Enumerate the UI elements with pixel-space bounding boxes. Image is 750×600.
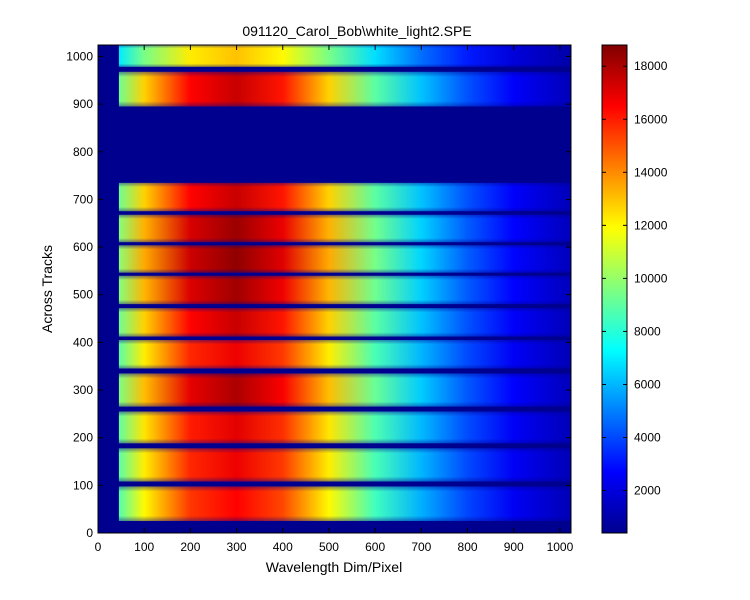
colorbar-tick-label: 16000 xyxy=(634,112,668,126)
chart-title: 091120_Carol_Bob\white_light2.SPE xyxy=(242,23,471,39)
y-tick-label: 300 xyxy=(73,383,93,397)
x-axis: 0 100 200 300 400 500 600 700 800 900 1000 xyxy=(95,45,574,554)
track-band xyxy=(118,214,571,243)
x-tick-label: 600 xyxy=(365,540,385,554)
colorbar-ticks: 2000 4000 6000 8000 10000 12000 14000 16000 1800… xyxy=(602,59,668,498)
colorbar-tick-label: 6000 xyxy=(634,377,661,391)
colorbar-tick-label: 18000 xyxy=(634,59,668,73)
track-band xyxy=(118,308,571,337)
y-tick-label: 0 xyxy=(86,526,93,540)
track-band xyxy=(118,448,571,482)
colorbar-frame xyxy=(601,44,628,534)
track-band xyxy=(118,45,571,67)
heatmap-plot xyxy=(97,44,572,534)
y-tick-label: 800 xyxy=(73,145,93,159)
colorbar: 2000 4000 6000 8000 10000 12000 14000 16000 1800… xyxy=(601,44,668,534)
x-tick-label: 400 xyxy=(273,540,293,554)
y-tick-label: 500 xyxy=(73,288,93,302)
y-tick-label: 600 xyxy=(73,240,93,254)
y-tick-label: 1000 xyxy=(66,49,93,63)
x-tick-label: 800 xyxy=(458,540,478,554)
y-tick-label: 900 xyxy=(73,97,93,111)
colorbar-tick-label: 14000 xyxy=(634,165,668,179)
colorbar-tick-label: 8000 xyxy=(634,324,661,338)
colorbar-tick-label: 2000 xyxy=(634,484,661,498)
x-tick-label: 200 xyxy=(180,540,200,554)
x-tick-label: 100 xyxy=(134,540,154,554)
x-tick-label: 500 xyxy=(319,540,339,554)
y-tick-label: 200 xyxy=(73,431,93,445)
colorbar-gradient xyxy=(602,45,627,533)
y-tick-label: 700 xyxy=(73,192,93,206)
x-tick-label: 700 xyxy=(411,540,431,554)
y-tick-label: 400 xyxy=(73,335,93,349)
track-band xyxy=(118,275,571,305)
track-band xyxy=(118,182,571,212)
x-tick-label: 0 xyxy=(95,540,102,554)
x-axis-title: Wavelength Dim/Pixel xyxy=(266,559,402,575)
y-tick-label: 100 xyxy=(73,478,93,492)
track-band xyxy=(118,486,571,522)
colorbar-tick-label: 12000 xyxy=(634,218,668,232)
x-tick-label: 900 xyxy=(504,540,524,554)
colorbar-tick-label: 4000 xyxy=(634,431,661,445)
track-band xyxy=(118,339,571,369)
track-band xyxy=(118,245,571,273)
track-band xyxy=(118,373,571,407)
y-axis-title: Across Tracks xyxy=(39,245,55,333)
track-band xyxy=(118,411,571,444)
x-tick-label: 300 xyxy=(227,540,247,554)
x-tick-label: 1000 xyxy=(547,540,574,554)
y-axis: 0 100 200 300 400 500 600 700 800 900 1000 xyxy=(66,49,571,540)
plot-frame xyxy=(97,44,572,534)
tracks-layer xyxy=(118,45,571,522)
colorbar-tick-label: 10000 xyxy=(634,271,668,285)
track-band xyxy=(118,71,571,107)
